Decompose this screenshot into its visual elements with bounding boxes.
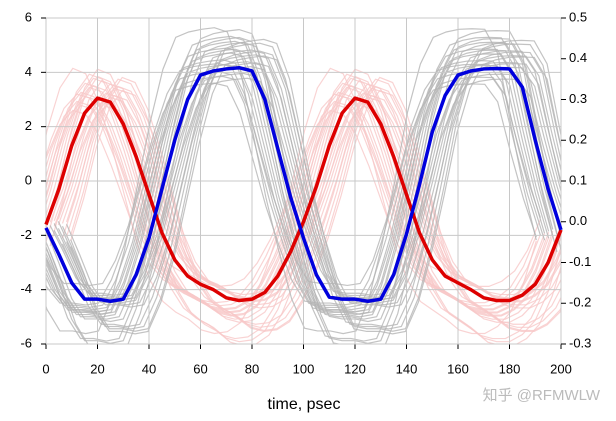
eye-trace xyxy=(46,70,541,308)
eye-trace xyxy=(46,40,558,320)
eye-traces xyxy=(46,27,561,344)
y2-tick-label: 0.5 xyxy=(569,9,587,24)
x-tick-label: 20 xyxy=(90,361,104,376)
x-tick-label: 60 xyxy=(193,361,207,376)
eye-trace xyxy=(53,77,561,301)
watermark: 知乎 @RFMWLW xyxy=(483,387,601,404)
x-tick-label: 100 xyxy=(293,361,315,376)
eye-trace xyxy=(46,48,558,342)
x-tick-label: 40 xyxy=(142,361,156,376)
x-tick-label: 0 xyxy=(42,361,49,376)
y2-tick-label: 0.0 xyxy=(569,213,587,228)
eye-trace xyxy=(57,83,561,302)
x-tick-label: 160 xyxy=(447,361,469,376)
y-tick-label: -6 xyxy=(20,335,32,350)
y2-tick-label: -0.2 xyxy=(569,295,591,310)
y2-tick-label: -0.1 xyxy=(569,254,591,269)
y-tick-label: -2 xyxy=(20,227,32,242)
eye-trace xyxy=(49,41,561,344)
x-tick-label: 200 xyxy=(550,361,572,376)
series-line xyxy=(44,96,563,303)
eye-trace xyxy=(46,47,550,313)
y2-tick-label: -0.3 xyxy=(569,335,591,350)
eye-trace xyxy=(46,75,546,313)
y-tick-label: 0 xyxy=(25,172,32,187)
eye-trace xyxy=(46,62,541,287)
y2-tick-label: 0.2 xyxy=(569,132,587,147)
eye-trace xyxy=(70,89,561,333)
y-tick-label: 6 xyxy=(25,9,32,24)
eye-trace xyxy=(57,49,561,301)
x-axis-label: time, psec xyxy=(268,396,341,413)
y-tick-label: 2 xyxy=(25,118,32,133)
y2-tick-label: 0.3 xyxy=(569,91,587,106)
x-tick-label: 80 xyxy=(245,361,259,376)
y2-tick-label: 0.4 xyxy=(569,50,587,65)
y2-tick-label: 0.1 xyxy=(569,172,587,187)
y-tick-label: 4 xyxy=(25,64,32,79)
x-tick-label: 140 xyxy=(396,361,418,376)
eye-trace xyxy=(61,54,561,306)
series-line xyxy=(44,65,563,303)
eye-trace xyxy=(70,55,561,335)
y-tick-label: -4 xyxy=(20,281,32,296)
x-tick-label: 120 xyxy=(344,361,366,376)
x-tick-label: 180 xyxy=(499,361,521,376)
